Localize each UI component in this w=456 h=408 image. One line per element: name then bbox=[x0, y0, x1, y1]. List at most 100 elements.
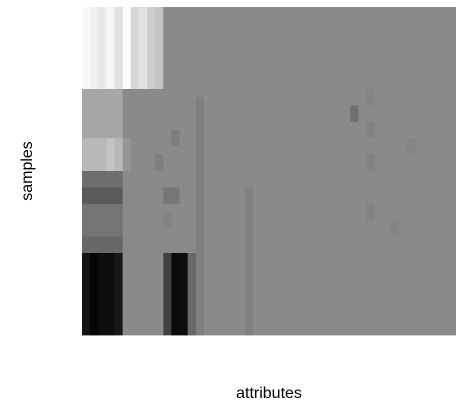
heatmap-cell bbox=[325, 80, 335, 90]
heatmap-cell bbox=[358, 162, 367, 172]
heatmap-cell bbox=[228, 228, 237, 237]
heatmap-cell bbox=[439, 154, 449, 164]
heatmap-cell bbox=[334, 31, 343, 41]
heatmap-cell bbox=[138, 23, 148, 32]
heatmap-cell bbox=[220, 7, 229, 16]
heatmap-cell bbox=[374, 220, 384, 229]
heatmap-cell bbox=[203, 56, 213, 65]
heatmap-cell bbox=[155, 121, 164, 131]
heatmap-cell bbox=[122, 220, 132, 229]
heatmap-cell bbox=[350, 195, 359, 205]
heatmap-cell bbox=[147, 212, 156, 221]
heatmap-cell bbox=[82, 236, 91, 246]
heatmap-cell bbox=[220, 310, 229, 319]
heatmap-cell bbox=[317, 80, 327, 90]
heatmap-cell bbox=[260, 80, 270, 90]
heatmap-cell bbox=[82, 195, 91, 205]
heatmap-cell bbox=[317, 138, 327, 147]
heatmap-cell bbox=[382, 105, 392, 114]
heatmap-cell bbox=[342, 187, 351, 196]
heatmap-cell bbox=[147, 146, 156, 155]
heatmap-cell bbox=[138, 269, 148, 278]
heatmap-cell bbox=[293, 294, 302, 303]
heatmap-cell bbox=[325, 64, 335, 73]
heatmap-cell bbox=[203, 154, 213, 164]
heatmap-cell bbox=[390, 179, 400, 188]
heatmap-cell bbox=[122, 302, 132, 311]
heatmap-cell bbox=[301, 220, 311, 229]
heatmap-cell bbox=[399, 212, 408, 221]
heatmap-cell bbox=[350, 97, 359, 106]
heatmap-cell bbox=[293, 97, 302, 106]
heatmap-cell bbox=[228, 97, 237, 106]
heatmap-cell bbox=[374, 48, 384, 57]
heatmap-cell bbox=[325, 302, 335, 311]
heatmap-cell bbox=[82, 89, 91, 98]
heatmap-cell bbox=[236, 64, 246, 73]
heatmap-cell bbox=[220, 187, 229, 196]
heatmap-cell bbox=[98, 294, 107, 303]
heatmap-cell bbox=[138, 228, 148, 237]
heatmap-cell bbox=[138, 285, 148, 295]
heatmap-cell bbox=[342, 64, 351, 73]
heatmap-cell bbox=[447, 56, 456, 65]
heatmap-cell bbox=[439, 72, 449, 82]
heatmap-cell bbox=[342, 89, 351, 98]
heatmap-cell bbox=[228, 31, 237, 41]
heatmap-cell bbox=[399, 244, 408, 254]
heatmap-cell bbox=[399, 23, 408, 32]
heatmap-cell bbox=[98, 302, 107, 311]
heatmap-cell bbox=[260, 56, 270, 65]
heatmap-cell bbox=[423, 253, 433, 262]
heatmap-cell bbox=[163, 23, 172, 32]
heatmap-cell bbox=[155, 64, 164, 73]
heatmap-cell bbox=[423, 121, 433, 131]
heatmap-cell bbox=[358, 130, 367, 139]
heatmap-cell bbox=[334, 56, 343, 65]
heatmap-cell bbox=[285, 277, 294, 287]
heatmap-cell bbox=[179, 261, 189, 270]
heatmap-cell bbox=[301, 138, 311, 147]
heatmap-cell bbox=[309, 244, 319, 254]
heatmap-cell bbox=[431, 72, 441, 82]
heatmap-cell bbox=[163, 162, 172, 172]
heatmap-cell bbox=[269, 187, 278, 196]
heatmap-cell bbox=[390, 23, 400, 32]
heatmap-cell bbox=[130, 23, 140, 32]
heatmap-cell bbox=[447, 80, 456, 90]
heatmap-cell bbox=[390, 171, 400, 180]
heatmap-cell bbox=[342, 15, 351, 24]
heatmap-cell bbox=[285, 154, 294, 164]
heatmap-cell bbox=[358, 294, 367, 303]
heatmap-cell bbox=[309, 56, 319, 65]
heatmap-cell bbox=[114, 187, 124, 196]
heatmap-cell bbox=[138, 72, 148, 82]
heatmap-cell bbox=[293, 138, 302, 147]
heatmap-cell bbox=[147, 64, 156, 73]
heatmap-cell bbox=[277, 121, 286, 131]
heatmap-cell bbox=[407, 326, 416, 336]
heatmap-cell bbox=[244, 187, 254, 196]
heatmap-cell bbox=[203, 179, 213, 188]
heatmap-cell bbox=[122, 80, 132, 90]
heatmap-cell bbox=[285, 15, 294, 24]
heatmap-cell bbox=[293, 220, 302, 229]
heatmap-cell bbox=[301, 162, 311, 172]
heatmap-cell bbox=[399, 97, 408, 106]
heatmap-cell bbox=[114, 294, 124, 303]
heatmap-cell bbox=[342, 39, 351, 49]
heatmap-cell bbox=[325, 203, 335, 213]
heatmap-cell bbox=[187, 31, 197, 41]
heatmap-cell bbox=[130, 228, 140, 237]
heatmap-cell bbox=[447, 138, 456, 147]
heatmap-cell bbox=[309, 113, 319, 123]
heatmap-cell bbox=[130, 294, 140, 303]
heatmap-cell bbox=[342, 72, 351, 82]
heatmap-cell bbox=[390, 72, 400, 82]
heatmap-cell bbox=[350, 39, 359, 49]
heatmap-cell bbox=[147, 179, 156, 188]
heatmap-cell bbox=[293, 105, 302, 114]
heatmap-cell bbox=[260, 121, 270, 131]
heatmap-cell bbox=[366, 179, 376, 188]
heatmap-cell bbox=[171, 244, 180, 254]
